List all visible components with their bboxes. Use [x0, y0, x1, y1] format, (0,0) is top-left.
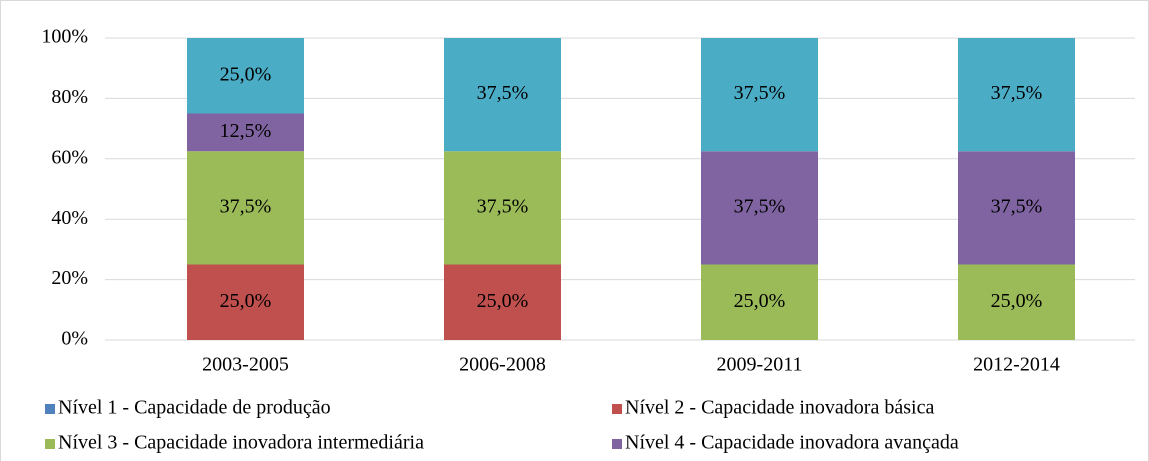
- y-tick-label: 80%: [51, 86, 88, 108]
- legend-swatch: [45, 404, 55, 414]
- y-tick-label: 20%: [51, 267, 88, 289]
- bar-segment: [958, 264, 1075, 340]
- data-label: 37,5%: [220, 195, 272, 217]
- legend-swatch: [612, 404, 622, 414]
- data-label: 12,5%: [220, 120, 272, 142]
- bar-segment: [187, 264, 304, 340]
- data-label: 37,5%: [477, 82, 529, 104]
- y-tick-label: 40%: [51, 207, 88, 229]
- data-label: 25,0%: [220, 63, 272, 85]
- legend-swatch: [45, 439, 55, 449]
- y-tick-label: 100%: [41, 26, 88, 48]
- data-label: 37,5%: [477, 195, 529, 217]
- legend-label: Nível 3 - Capacidade inovadora intermedi…: [58, 432, 424, 454]
- data-label: 25,0%: [220, 290, 272, 312]
- x-tick-label: 2006-2008: [459, 354, 546, 376]
- data-label: 37,5%: [991, 195, 1043, 217]
- legend-label: Nível 2 - Capacidade inovadora básica: [625, 397, 934, 419]
- data-label: 25,0%: [477, 290, 529, 312]
- bar-segment: [187, 38, 304, 114]
- bar-segment: [701, 38, 818, 152]
- data-label: 37,5%: [734, 195, 786, 217]
- legend-label: Nível 4 - Capacidade inovadora avançada: [625, 432, 959, 454]
- data-label: 37,5%: [991, 82, 1043, 104]
- legend-label: Nível 1 - Capacidade de produção: [58, 397, 331, 419]
- x-tick-label: 2012-2014: [973, 354, 1060, 376]
- bar-segment: [958, 151, 1075, 265]
- y-tick-label: 0%: [61, 328, 88, 350]
- bar-segment: [701, 264, 818, 340]
- data-label: 25,0%: [991, 290, 1043, 312]
- legend-swatch: [612, 439, 622, 449]
- bar-segment: [444, 151, 561, 265]
- bar-segment: [701, 151, 818, 265]
- bar-segment: [958, 38, 1075, 152]
- data-label: 37,5%: [734, 82, 786, 104]
- bar-segment: [187, 151, 304, 265]
- x-tick-label: 2009-2011: [717, 354, 803, 376]
- data-label: 25,0%: [734, 290, 786, 312]
- bar-segment: [444, 264, 561, 340]
- bar-segment: [444, 38, 561, 152]
- bar-segment: [187, 113, 304, 152]
- y-tick-label: 60%: [51, 146, 88, 168]
- x-tick-label: 2003-2005: [202, 354, 289, 376]
